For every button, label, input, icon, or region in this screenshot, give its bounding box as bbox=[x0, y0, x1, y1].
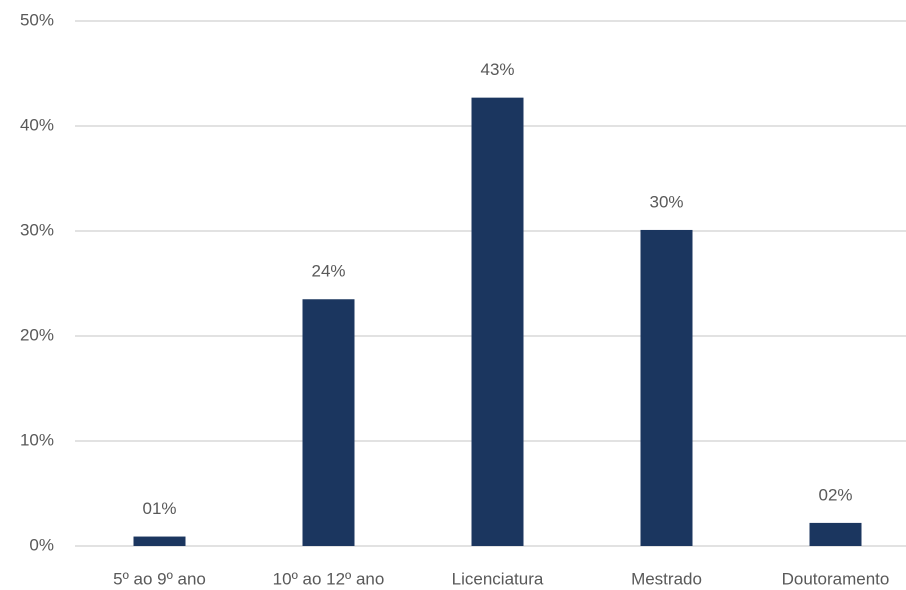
y-tick-label: 50% bbox=[20, 10, 54, 29]
bar bbox=[133, 536, 186, 546]
bar bbox=[640, 229, 693, 546]
data-label: 43% bbox=[480, 60, 514, 79]
data-label: 01% bbox=[142, 499, 176, 518]
y-tick-label: 40% bbox=[20, 115, 54, 134]
x-tick-label: Doutoramento bbox=[782, 569, 890, 588]
x-tick-label: Licenciatura bbox=[452, 569, 544, 588]
y-tick-label: 20% bbox=[20, 325, 54, 344]
bar bbox=[471, 97, 524, 547]
bar bbox=[302, 299, 355, 546]
data-label: 30% bbox=[649, 192, 683, 211]
y-tick-label: 0% bbox=[29, 535, 54, 554]
bar bbox=[809, 522, 862, 546]
data-label: 24% bbox=[311, 262, 345, 281]
data-label: 02% bbox=[818, 485, 852, 504]
x-tick-label: Mestrado bbox=[631, 569, 702, 588]
x-tick-label: 5º ao 9º ano bbox=[113, 569, 206, 588]
y-tick-label: 30% bbox=[20, 220, 54, 239]
x-tick-label: 10º ao 12º ano bbox=[273, 569, 385, 588]
y-tick-label: 10% bbox=[20, 430, 54, 449]
